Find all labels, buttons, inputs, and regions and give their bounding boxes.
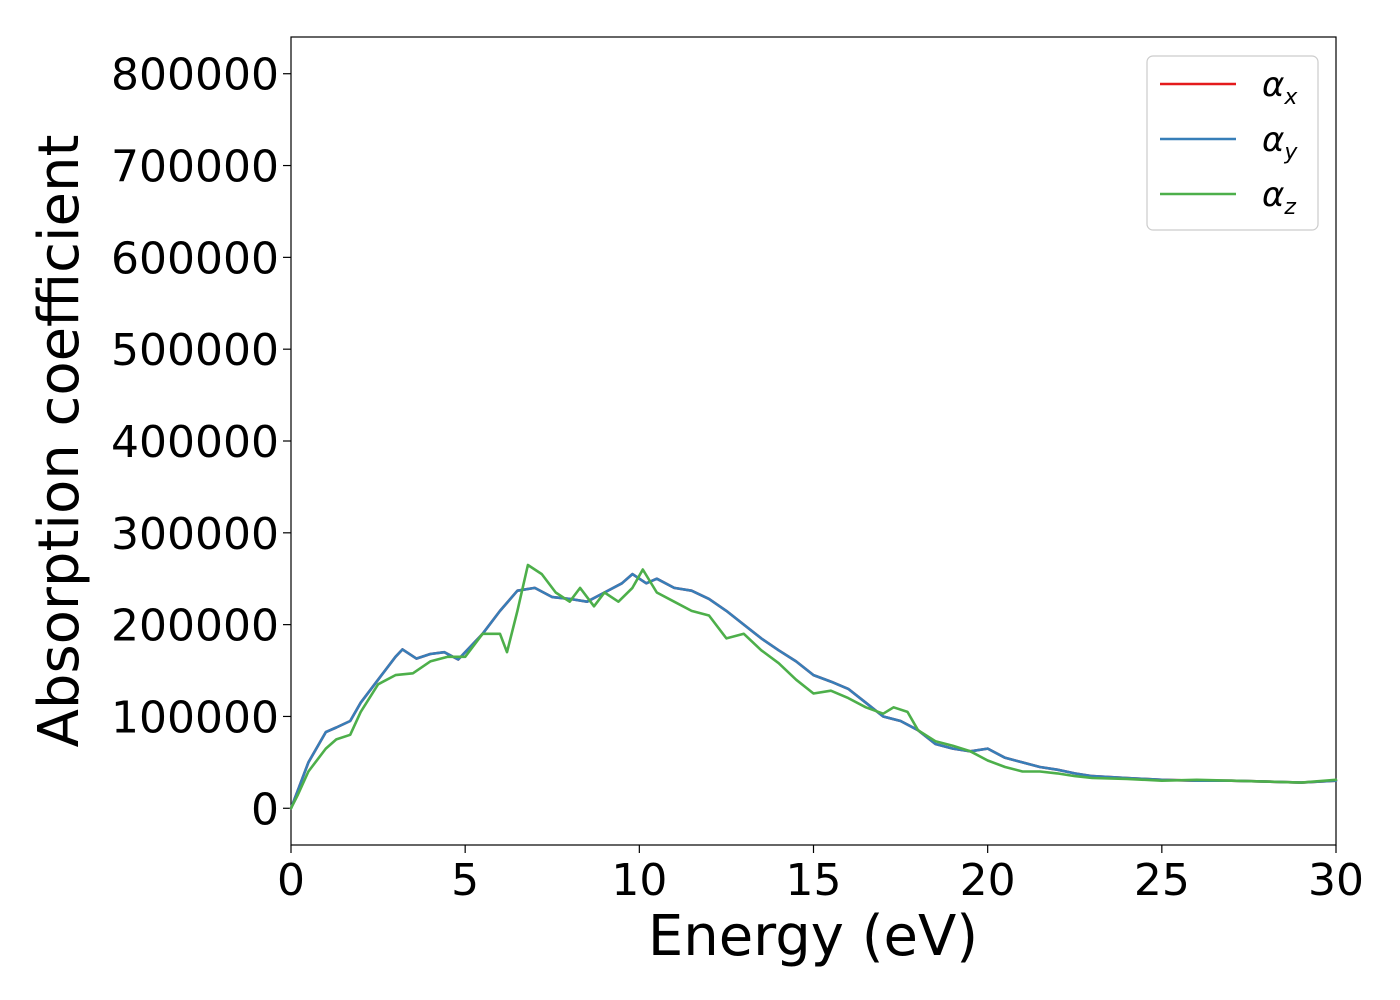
x-tick-label: 10: [611, 855, 667, 906]
y-tick-label: 0: [251, 784, 279, 835]
legend-label: αz: [1262, 175, 1296, 220]
x-tick-label: 25: [1134, 855, 1190, 906]
legend-label-sub: z: [1283, 195, 1296, 220]
series-line-y: [289, 572, 1338, 810]
x-axis-title: Energy (eV): [648, 904, 978, 969]
legend-label-main: α: [1262, 65, 1284, 105]
y-tick-label: 400000: [111, 417, 279, 468]
series-line-x: [289, 572, 1338, 810]
x-tick-label: 0: [277, 855, 305, 906]
legend-label-sub: y: [1283, 140, 1298, 165]
legend-entry-x: αx: [1160, 65, 1298, 110]
x-tick-label: 20: [960, 855, 1016, 906]
series-line-z: [289, 563, 1338, 810]
x-tick-label: 5: [451, 855, 479, 906]
x-tick-label: 30: [1308, 855, 1364, 906]
y-tick-label: 800000: [111, 50, 279, 101]
legend-entry-z: αz: [1160, 175, 1296, 220]
legend-box: [1146, 55, 1319, 231]
y-tick-label: 200000: [111, 601, 279, 652]
y-tick-label: 500000: [111, 325, 279, 376]
legend-label-main: α: [1262, 120, 1284, 160]
x-axis-ticks: 0 5 10 15 20 25 30: [277, 845, 1364, 906]
legend-label-main: α: [1262, 175, 1284, 215]
y-tick-label: 300000: [111, 509, 279, 560]
y-tick-label: 700000: [111, 142, 279, 193]
legend-label-sub: x: [1283, 85, 1298, 110]
series-lines: [289, 563, 1338, 810]
legend-label: αx: [1262, 65, 1298, 110]
y-axis-ticks: 0 100000 200000 300000 400000 500000 600000 700…: [111, 50, 291, 835]
legend-entry-y: αy: [1160, 120, 1298, 165]
y-axis-title: Absorption coefficient: [27, 135, 92, 748]
x-tick-label: 15: [786, 855, 842, 906]
y-tick-label: 600000: [111, 233, 279, 284]
y-tick-label: 100000: [111, 692, 279, 743]
legend-label: αy: [1262, 120, 1298, 165]
